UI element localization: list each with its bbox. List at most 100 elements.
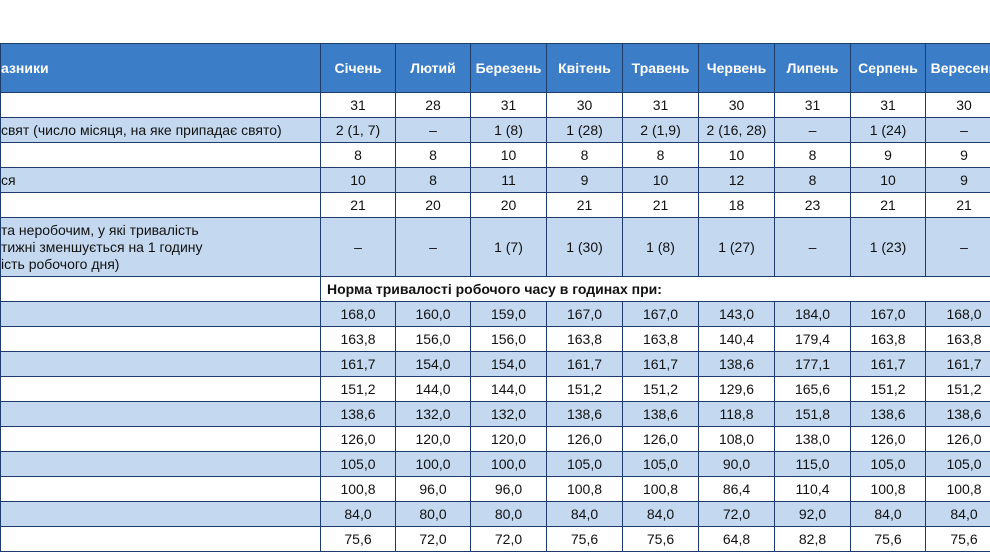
- table-row: 31 28 31 30 31 30 31 31 30: [0, 92, 990, 118]
- value-cell: 100,8: [546, 476, 623, 502]
- table-row: 105,0 100,0 100,0 105,0 105,0 90,0 115,0 105,0 1…: [0, 451, 990, 477]
- value-cell: 8: [774, 142, 851, 168]
- value-cell: 126,0: [850, 426, 926, 452]
- value-cell: 31: [774, 92, 851, 118]
- value-cell: 100,0: [470, 451, 547, 477]
- value-cell: 9: [850, 142, 926, 168]
- value-cell: 1 (23): [850, 217, 926, 277]
- value-cell: 18: [698, 192, 775, 218]
- value-cell: 72,0: [395, 526, 471, 552]
- value-cell: 84,0: [622, 501, 699, 527]
- value-cell: 161,7: [622, 351, 699, 377]
- value-cell: 75,6: [925, 526, 990, 552]
- row-label: [0, 92, 321, 118]
- table-row: свят (число місяця, на яке припадає свят…: [0, 117, 990, 143]
- value-cell: 2 (1, 7): [320, 117, 396, 143]
- header-cell: Січень: [320, 43, 396, 93]
- value-cell: 1 (28): [546, 117, 623, 143]
- value-cell: 9: [925, 167, 990, 193]
- value-cell: 30: [925, 92, 990, 118]
- value-cell: 1 (8): [622, 217, 699, 277]
- label-line: та неробочим, у які тривалість: [1, 221, 199, 238]
- work-hours-table: азники Січень Лютий Березень Квітень Травень Ч…: [0, 43, 990, 552]
- value-cell: 151,2: [925, 376, 990, 402]
- table-row: 100,8 96,0 96,0 100,8 100,8 86,4 110,4 100,8 100…: [0, 476, 990, 502]
- value-cell: 126,0: [622, 426, 699, 452]
- value-cell: 151,2: [320, 376, 396, 402]
- value-cell: 138,6: [925, 401, 990, 427]
- value-cell: 92,0: [774, 501, 851, 527]
- value-cell: 138,0: [774, 426, 851, 452]
- value-cell: 30: [546, 92, 623, 118]
- value-cell: –: [925, 217, 990, 277]
- value-cell: 31: [850, 92, 926, 118]
- value-cell: 21: [320, 192, 396, 218]
- value-cell: 80,0: [395, 501, 471, 527]
- row-label: [0, 192, 321, 218]
- value-cell: 168,0: [925, 301, 990, 327]
- value-cell: 143,0: [698, 301, 775, 327]
- value-cell: 151,2: [622, 376, 699, 402]
- value-cell: 126,0: [546, 426, 623, 452]
- value-cell: 84,0: [925, 501, 990, 527]
- value-cell: 177,1: [774, 351, 851, 377]
- value-cell: 167,0: [622, 301, 699, 327]
- value-cell: 163,8: [622, 326, 699, 352]
- value-cell: 30: [698, 92, 775, 118]
- value-cell: 31: [320, 92, 396, 118]
- table-row: 84,0 80,0 80,0 84,0 84,0 72,0 92,0 84,0 84,0: [0, 501, 990, 527]
- value-cell: 167,0: [850, 301, 926, 327]
- row-label: [0, 301, 321, 327]
- value-cell: 75,6: [850, 526, 926, 552]
- value-cell: 31: [470, 92, 547, 118]
- value-cell: 110,4: [774, 476, 851, 502]
- value-cell: 151,2: [850, 376, 926, 402]
- value-cell: 100,8: [622, 476, 699, 502]
- value-cell: 8: [622, 142, 699, 168]
- value-cell: 86,4: [698, 476, 775, 502]
- header-cell: азники: [0, 43, 321, 93]
- header-cell: Лютий: [395, 43, 471, 93]
- value-cell: 90,0: [698, 451, 775, 477]
- header-cell: Серпень: [850, 43, 926, 93]
- value-cell: 105,0: [320, 451, 396, 477]
- value-cell: 8: [546, 142, 623, 168]
- value-cell: 21: [622, 192, 699, 218]
- header-cell: Липень: [774, 43, 851, 93]
- value-cell: –: [774, 117, 851, 143]
- value-cell: 163,8: [850, 326, 926, 352]
- value-cell: 120,0: [395, 426, 471, 452]
- table-row: та неробочим, у які тривалість тижні змен…: [0, 217, 990, 277]
- header-row: азники Січень Лютий Березень Квітень Травень Ч…: [0, 43, 990, 93]
- row-label: [0, 376, 321, 402]
- row-label: ся: [0, 167, 321, 193]
- value-cell: 20: [395, 192, 471, 218]
- value-cell: 132,0: [395, 401, 471, 427]
- value-cell: 96,0: [470, 476, 547, 502]
- section-title: Норма тривалості робочого часу в годинах…: [320, 276, 990, 302]
- value-cell: 138,6: [622, 401, 699, 427]
- row-label: свят (число місяця, на яке припадає свят…: [0, 117, 321, 143]
- value-cell: 115,0: [774, 451, 851, 477]
- table-row: 126,0 120,0 120,0 126,0 126,0 108,0 138,0 126,0…: [0, 426, 990, 452]
- value-cell: 10: [470, 142, 547, 168]
- row-label: [0, 401, 321, 427]
- value-cell: 129,6: [698, 376, 775, 402]
- value-cell: 108,0: [698, 426, 775, 452]
- value-cell: 161,7: [850, 351, 926, 377]
- value-cell: –: [395, 117, 471, 143]
- value-cell: 1 (24): [850, 117, 926, 143]
- value-cell: 161,7: [546, 351, 623, 377]
- value-cell: 151,8: [774, 401, 851, 427]
- header-cell: Червень: [698, 43, 775, 93]
- value-cell: 132,0: [470, 401, 547, 427]
- label-line: ість робочого дня): [1, 255, 120, 272]
- value-cell: 138,6: [546, 401, 623, 427]
- label-line: свят (число місяця, на яке припадає свят…: [1, 121, 282, 138]
- value-cell: 138,6: [320, 401, 396, 427]
- value-cell: 126,0: [320, 426, 396, 452]
- value-cell: –: [774, 217, 851, 277]
- value-cell: –: [320, 217, 396, 277]
- row-label: [0, 142, 321, 168]
- value-cell: 168,0: [320, 301, 396, 327]
